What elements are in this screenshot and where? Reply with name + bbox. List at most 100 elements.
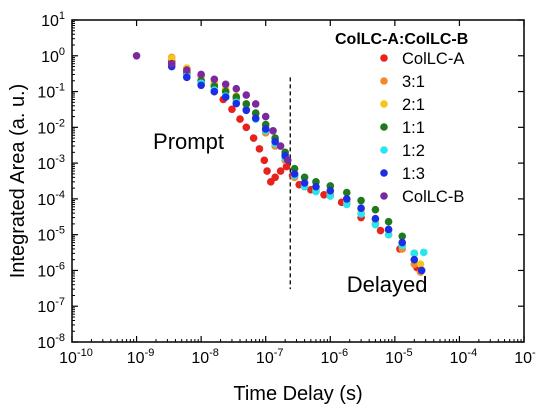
data-point — [342, 188, 351, 197]
data-point — [251, 100, 260, 108]
y-tick-label: 10-8 — [37, 332, 65, 352]
x-tick-label: 10-6 — [320, 347, 348, 367]
data-point — [320, 191, 328, 199]
data-point — [242, 106, 251, 115]
data-point — [398, 238, 407, 247]
y-tick-label: 10-4 — [37, 189, 65, 209]
x-tick-label: 10-10 — [59, 347, 93, 367]
series-0 — [167, 57, 421, 272]
data-point — [197, 70, 205, 79]
y-axis: 101 100 10-1 10-2 10-3 10-4 10-5 10-6 10-7 10-8 — [37, 10, 524, 352]
data-point — [271, 173, 279, 182]
data-point — [210, 87, 219, 96]
data-point — [312, 182, 320, 191]
data-point — [261, 112, 270, 121]
data-point — [300, 173, 309, 182]
x-tick-label: 10-3 — [514, 347, 536, 367]
data-point — [232, 99, 241, 108]
data-point — [197, 81, 205, 90]
y-axis-title: Integrated Area (a. u.) — [7, 84, 29, 279]
data-point — [384, 225, 393, 234]
data-point — [326, 192, 335, 200]
data-point — [376, 226, 385, 235]
data-point — [261, 125, 270, 133]
legend-marker — [380, 146, 388, 154]
legend-marker — [380, 169, 388, 177]
data-point — [276, 167, 285, 175]
legend-marker — [380, 123, 388, 131]
data-point — [228, 105, 236, 114]
data-point — [271, 137, 279, 146]
data-point — [183, 73, 191, 82]
data-point — [357, 196, 365, 205]
data-point — [236, 115, 244, 123]
legend-label: 2:1 — [402, 96, 425, 114]
data-point — [255, 145, 264, 153]
legend-label: 3:1 — [402, 73, 425, 91]
data-point — [357, 204, 365, 212]
data-point — [251, 114, 260, 123]
data-point — [167, 59, 176, 68]
data-point — [371, 220, 380, 229]
y-tick-label: 10-3 — [37, 153, 65, 173]
data-point — [260, 156, 269, 165]
data-point — [263, 167, 271, 175]
data-point — [242, 91, 251, 99]
data-point — [300, 179, 309, 187]
legend-marker — [380, 100, 388, 108]
data-points — [132, 51, 428, 276]
data-point — [371, 205, 380, 214]
data-point — [416, 260, 425, 268]
x-tick-label: 10-5 — [385, 347, 413, 367]
data-point — [290, 170, 299, 178]
legend-label: 1:3 — [402, 165, 425, 183]
x-tick-label: 10-7 — [256, 347, 284, 367]
y-tick-label: 10-6 — [37, 260, 65, 280]
data-point — [290, 164, 299, 173]
data-point — [417, 266, 426, 275]
data-point — [384, 217, 393, 226]
legend: ColLC-A:ColLC-B ColLC-A 3:1 2:1 1:1 1:2 1:3 Co… — [335, 31, 468, 206]
y-tick-label: 100 — [41, 46, 65, 66]
x-tick-label: 10-8 — [191, 347, 219, 367]
data-point — [371, 214, 380, 223]
x-axis-title: Time Delay (s) — [233, 383, 362, 405]
data-point — [242, 123, 251, 132]
legend-label: 1:2 — [402, 142, 425, 160]
data-point — [183, 66, 191, 74]
data-point — [132, 51, 141, 60]
y-tick-label: 10-2 — [37, 117, 65, 137]
data-point — [242, 100, 251, 108]
x-tick-label: 10-9 — [127, 347, 155, 367]
data-point — [357, 210, 365, 218]
data-point — [269, 127, 277, 135]
y-tick-label: 10-1 — [37, 82, 65, 102]
plot-frame — [71, 19, 525, 343]
data-point — [384, 230, 393, 239]
legend-marker — [380, 77, 388, 85]
y-tick-label: 10-7 — [37, 296, 65, 316]
data-point — [167, 54, 176, 63]
data-point — [282, 162, 291, 171]
data-point — [210, 75, 219, 84]
legend-marker — [380, 192, 388, 200]
series-6 — [132, 51, 292, 165]
x-tick-label: 10-4 — [450, 347, 478, 367]
data-point — [410, 255, 419, 264]
data-point — [410, 249, 419, 258]
series-1 — [167, 53, 425, 276]
y-tick-label: 101 — [41, 10, 65, 30]
legend-title: ColLC-A:ColLC-B — [335, 31, 468, 48]
data-point — [342, 200, 351, 209]
series-5 — [167, 62, 426, 275]
legend-label: ColLC-A — [402, 50, 464, 68]
legend-label: ColLC-B — [402, 188, 464, 206]
data-point — [221, 80, 230, 89]
annotation-prompt: Prompt — [153, 129, 224, 154]
data-point — [249, 134, 258, 142]
data-point — [221, 93, 230, 101]
x-axis: 10-10 10-9 10-8 10-7 10-6 10-5 10-4 10-3 — [59, 20, 536, 367]
y-tick-label: 10-5 — [37, 225, 65, 245]
